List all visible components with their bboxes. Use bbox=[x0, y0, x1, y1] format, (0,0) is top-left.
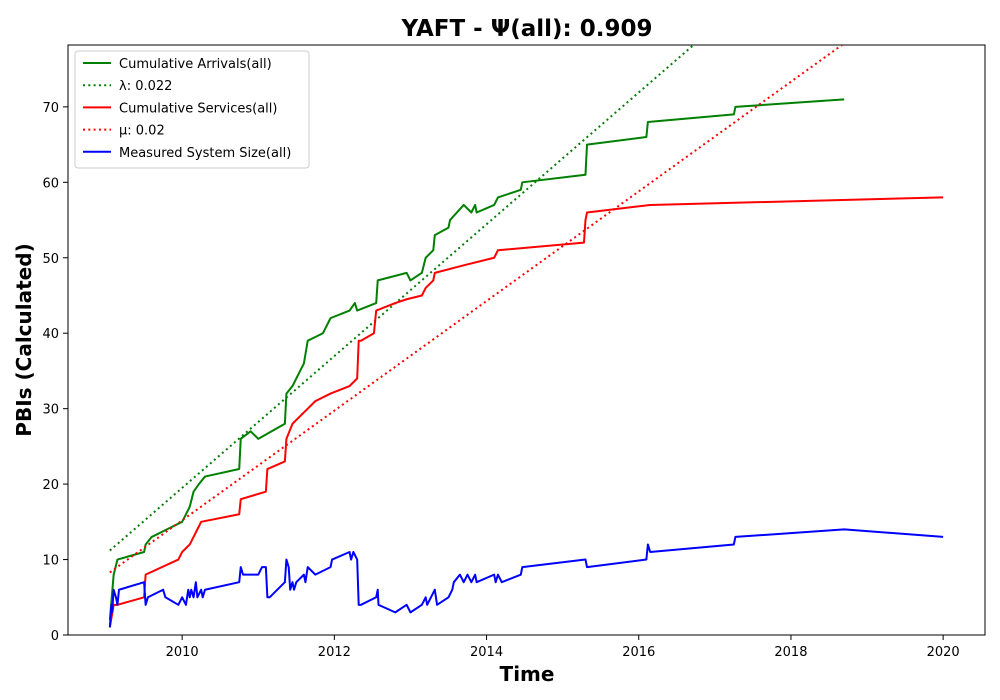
y-axis-label: PBIs (Calculated) bbox=[12, 243, 36, 436]
series-line-0 bbox=[108, 98, 845, 620]
x-tick-label: 2014 bbox=[470, 645, 503, 660]
y-tick-label: 50 bbox=[42, 252, 59, 267]
series-line-1 bbox=[109, 45, 695, 552]
legend: Cumulative Arrivals(all) λ: 0.022 Cumulati… bbox=[74, 50, 310, 169]
legend-label-3: μ: 0.02 bbox=[119, 124, 165, 139]
y-tick-label: 20 bbox=[42, 478, 59, 493]
series-layer bbox=[108, 45, 944, 628]
x-axis-label: Time bbox=[500, 662, 555, 686]
x-tick-label: 2010 bbox=[166, 645, 199, 660]
x-axis-ticks: 2010 2012 2014 2016 2018 2020 bbox=[166, 635, 960, 660]
y-tick-label: 30 bbox=[42, 403, 59, 418]
legend-label-4: Measured System Size(all) bbox=[119, 146, 291, 161]
plot-area bbox=[67, 44, 986, 636]
legend-box bbox=[74, 50, 310, 169]
x-tick-label: 2012 bbox=[318, 645, 351, 660]
x-tick-label: 2018 bbox=[774, 645, 807, 660]
y-tick-label: 0 bbox=[51, 629, 59, 644]
legend-label-2: Cumulative Services(all) bbox=[119, 101, 277, 116]
y-tick-label: 70 bbox=[42, 101, 59, 116]
y-tick-label: 60 bbox=[42, 176, 59, 191]
series-line-2 bbox=[108, 196, 944, 628]
y-axis-ticks: 0 10 20 30 40 50 60 70 bbox=[42, 101, 68, 644]
y-tick-label: 10 bbox=[42, 554, 59, 569]
x-tick-label: 2020 bbox=[927, 645, 960, 660]
series-line-3 bbox=[109, 45, 843, 574]
legend-label-1: λ: 0.022 bbox=[119, 79, 172, 94]
series-line-4 bbox=[108, 528, 944, 628]
plot-frame bbox=[67, 44, 986, 636]
chart-title: YAFT - Ψ(all): 0.909 bbox=[400, 16, 652, 42]
y-tick-label: 40 bbox=[42, 327, 59, 342]
legend-label-0: Cumulative Arrivals(all) bbox=[119, 57, 272, 72]
x-tick-label: 2016 bbox=[622, 645, 655, 660]
